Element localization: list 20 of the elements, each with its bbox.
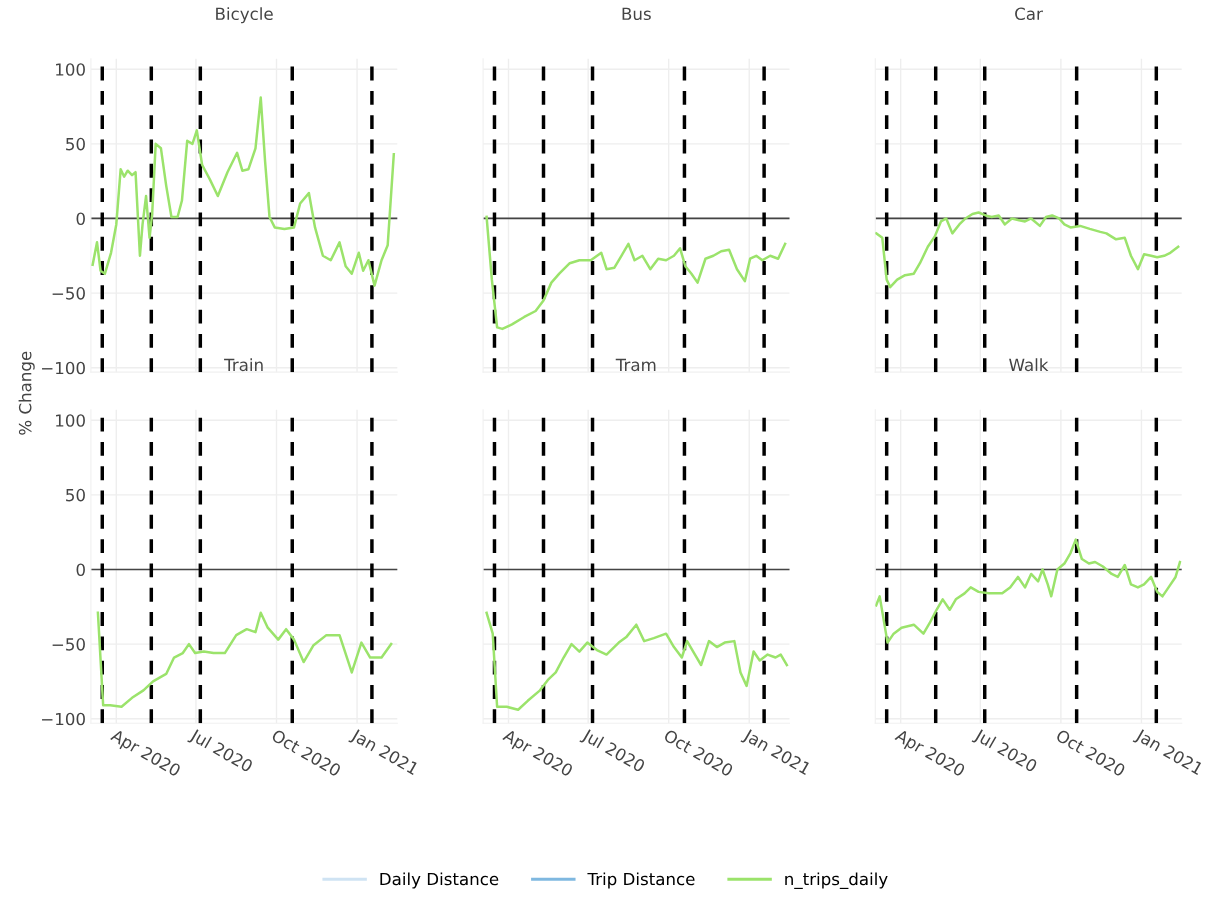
y-tick-label: 50 [66, 137, 85, 151]
legend-label: Daily Distance [380, 872, 499, 889]
legend-label: Trip Distance [587, 872, 695, 889]
legend-label: n_trips_daily [785, 872, 888, 889]
y-tick-label: 100 [56, 63, 85, 76]
chart-title: Bicycle [216, 7, 273, 24]
y-tick-label: −50 [52, 638, 85, 651]
chart-title: Car [1015, 7, 1043, 21]
y-axis-title: % Change [18, 351, 35, 435]
chart-title: Bus [622, 7, 651, 21]
y-tick-label: −50 [52, 287, 85, 300]
y-tick-label: 0 [76, 212, 85, 226]
y-tick-label: −100 [42, 361, 85, 375]
chart-title: Tram [615, 358, 656, 372]
y-tick-label: 0 [76, 563, 85, 577]
chart-title: Walk [1009, 358, 1049, 372]
chart-title: Train [224, 358, 263, 372]
y-tick-label: 50 [66, 488, 85, 502]
y-tick-label: −100 [42, 712, 85, 726]
y-tick-label: 100 [56, 414, 85, 427]
